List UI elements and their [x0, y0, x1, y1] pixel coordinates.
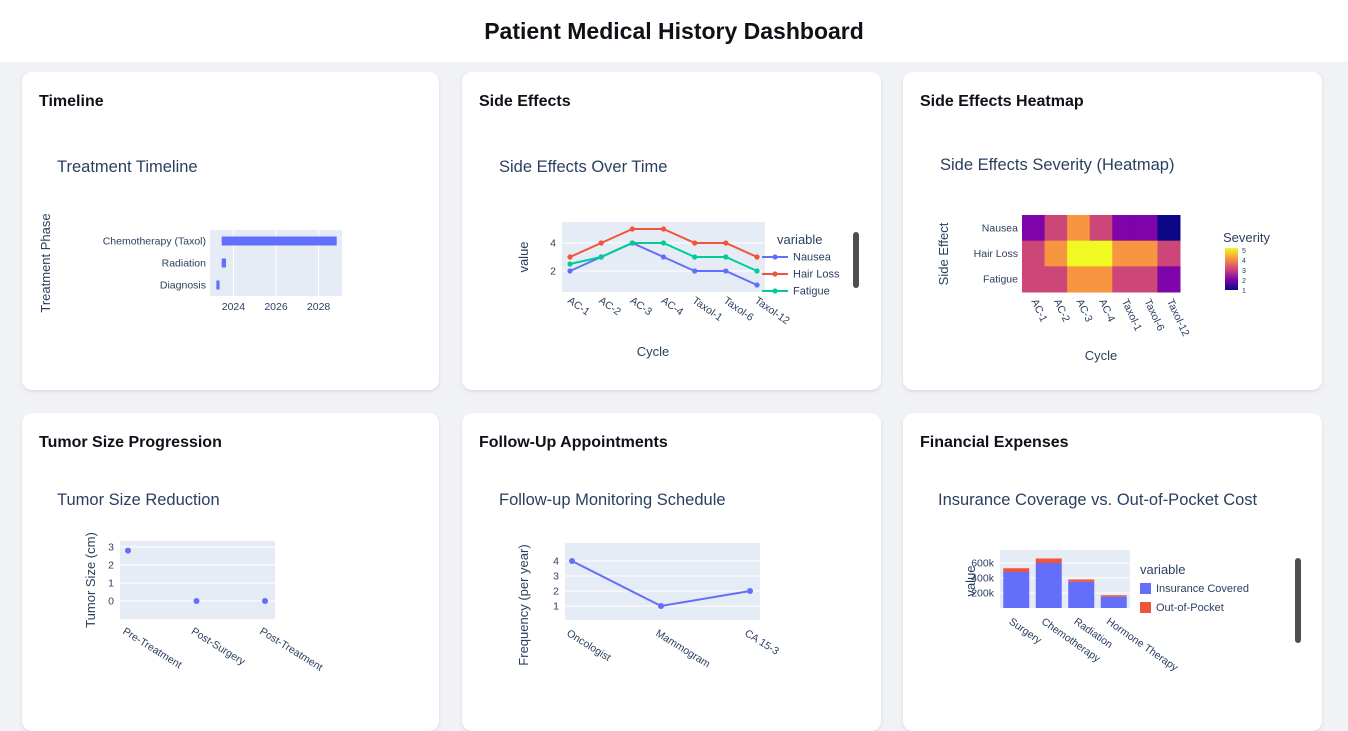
- svg-text:Treatment Phase: Treatment Phase: [38, 213, 53, 312]
- card-followup-header: Follow-Up Appointments: [479, 434, 668, 451]
- svg-text:4: 4: [550, 238, 556, 250]
- card-financial: Financial Expenses Insurance Coverage vs…: [903, 413, 1322, 731]
- svg-text:variable: variable: [1140, 562, 1186, 577]
- followup-schedule-chart[interactable]: Follow-up Monitoring Schedule Frequency (…: [462, 413, 881, 731]
- svg-text:Insurance Coverage vs. Out-of-: Insurance Coverage vs. Out-of-Pocket Cos…: [938, 491, 1258, 509]
- card-side-effects-heatmap-header: Side Effects Heatmap: [920, 93, 1084, 110]
- svg-text:1: 1: [553, 601, 559, 613]
- page-title: Patient Medical History Dashboard: [484, 18, 864, 44]
- svg-text:Hair Loss: Hair Loss: [793, 269, 840, 281]
- svg-text:2024: 2024: [222, 301, 246, 313]
- svg-text:2028: 2028: [307, 301, 331, 313]
- svg-text:AC-4: AC-4: [1096, 297, 1117, 324]
- card-timeline-header: Timeline: [39, 93, 104, 110]
- svg-text:Tumor Size (cm): Tumor Size (cm): [83, 532, 98, 628]
- legend-scrollbar[interactable]: [1295, 558, 1301, 643]
- svg-text:Treatment Timeline: Treatment Timeline: [57, 158, 198, 176]
- card-side-effects-heatmap: Side Effects Heatmap Side Effects Severi…: [903, 72, 1322, 390]
- svg-text:1: 1: [1242, 288, 1246, 295]
- svg-text:Tumor Size Reduction: Tumor Size Reduction: [57, 491, 220, 509]
- svg-text:Follow-up Monitoring Schedule: Follow-up Monitoring Schedule: [499, 491, 726, 509]
- svg-text:3: 3: [1242, 268, 1246, 275]
- svg-text:400k: 400k: [971, 573, 995, 585]
- svg-text:Hair Loss: Hair Loss: [974, 248, 1018, 260]
- svg-text:Nausea: Nausea: [982, 222, 1018, 234]
- svg-text:AC-2: AC-2: [596, 295, 623, 319]
- svg-text:Nausea: Nausea: [793, 252, 832, 264]
- svg-text:Frequency (per year): Frequency (per year): [516, 544, 531, 665]
- svg-text:Diagnosis: Diagnosis: [160, 280, 206, 292]
- svg-text:600k: 600k: [971, 558, 995, 570]
- card-tumor-size-header: Tumor Size Progression: [39, 434, 222, 451]
- svg-text:Oncologist: Oncologist: [564, 627, 612, 664]
- svg-text:AC-1: AC-1: [1029, 297, 1050, 324]
- card-side-effects: Side Effects Side Effects Over Time value…: [462, 72, 881, 390]
- card-followup: Follow-Up Appointments Follow-up Monitor…: [462, 413, 881, 731]
- svg-text:Cycle: Cycle: [637, 344, 670, 359]
- svg-text:Pre-Treatment: Pre-Treatment: [120, 625, 183, 671]
- svg-text:Severity: Severity: [1223, 230, 1270, 245]
- svg-text:Out-of-Pocket: Out-of-Pocket: [1156, 602, 1224, 614]
- card-timeline: Timeline Treatment Timeline Treatment Pha…: [22, 72, 439, 390]
- side-effects-heatmap-chart[interactable]: Side Effects Severity (Heatmap)Side Effe…: [903, 72, 1322, 390]
- svg-text:AC-1: AC-1: [565, 295, 592, 319]
- svg-text:4: 4: [1242, 258, 1246, 265]
- svg-text:2: 2: [553, 586, 559, 598]
- svg-text:Hormone Therapy: Hormone Therapy: [1104, 616, 1181, 675]
- svg-text:2: 2: [550, 266, 556, 278]
- svg-text:1: 1: [108, 578, 114, 590]
- legend-scrollbar[interactable]: [853, 232, 859, 288]
- svg-text:Taxol-1: Taxol-1: [1119, 297, 1144, 333]
- card-tumor-size: Tumor Size Progression Tumor Size Reduct…: [22, 413, 439, 731]
- svg-text:CA 15-3: CA 15-3: [742, 627, 781, 657]
- svg-text:5: 5: [1242, 248, 1246, 255]
- svg-text:Side Effects Severity (Heatmap: Side Effects Severity (Heatmap): [940, 156, 1174, 174]
- svg-text:variable: variable: [777, 232, 823, 247]
- severity-colorbar: [1225, 248, 1238, 290]
- card-side-effects-header: Side Effects: [479, 93, 571, 110]
- svg-text:Cycle: Cycle: [1085, 348, 1118, 363]
- svg-text:Taxol-6: Taxol-6: [1141, 297, 1166, 333]
- svg-text:Side Effect: Side Effect: [936, 222, 951, 285]
- title-bar: [0, 0, 1348, 62]
- svg-text:AC-3: AC-3: [628, 295, 655, 319]
- svg-text:Fatigue: Fatigue: [793, 286, 830, 298]
- svg-text:AC-4: AC-4: [659, 295, 686, 319]
- svg-text:3: 3: [108, 542, 114, 554]
- svg-text:Chemotherapy (Taxol): Chemotherapy (Taxol): [103, 236, 206, 248]
- svg-text:value: value: [963, 565, 978, 596]
- svg-text:2: 2: [108, 560, 114, 572]
- svg-text:AC-3: AC-3: [1074, 297, 1095, 324]
- card-financial-header: Financial Expenses: [920, 434, 1069, 451]
- svg-text:Taxol-12: Taxol-12: [1164, 297, 1192, 338]
- svg-text:Post-Surgery: Post-Surgery: [189, 625, 248, 668]
- svg-text:200k: 200k: [971, 588, 995, 600]
- svg-text:0: 0: [108, 596, 114, 608]
- svg-text:Surgery: Surgery: [1007, 616, 1045, 647]
- svg-text:value: value: [516, 241, 531, 272]
- svg-text:AC-2: AC-2: [1051, 297, 1072, 324]
- svg-text:2: 2: [1242, 278, 1246, 285]
- svg-text:4: 4: [553, 556, 559, 568]
- svg-text:Taxol-1: Taxol-1: [690, 295, 725, 324]
- svg-text:Radiation: Radiation: [162, 258, 207, 270]
- svg-text:Insurance Covered: Insurance Covered: [1156, 583, 1249, 595]
- svg-text:Fatigue: Fatigue: [983, 274, 1018, 286]
- svg-text:Taxol-6: Taxol-6: [721, 295, 756, 324]
- svg-text:Post-Treatment: Post-Treatment: [257, 625, 324, 673]
- svg-text:Taxol-12: Taxol-12: [752, 295, 792, 328]
- svg-text:3: 3: [553, 571, 559, 583]
- svg-text:Side Effects Over Time: Side Effects Over Time: [499, 158, 667, 176]
- tumor-size-chart[interactable]: Tumor Size Reduction Tumor Size (cm) 0 1 2 3 P…: [22, 413, 439, 731]
- svg-text:2026: 2026: [264, 301, 288, 313]
- svg-text:Mammogram: Mammogram: [653, 627, 712, 670]
- treatment-timeline-chart[interactable]: Treatment Timeline Treatment Phase 2024 202…: [22, 72, 439, 390]
- financial-expenses-chart[interactable]: Insurance Coverage vs. Out-of-Pocket Cos…: [903, 413, 1322, 731]
